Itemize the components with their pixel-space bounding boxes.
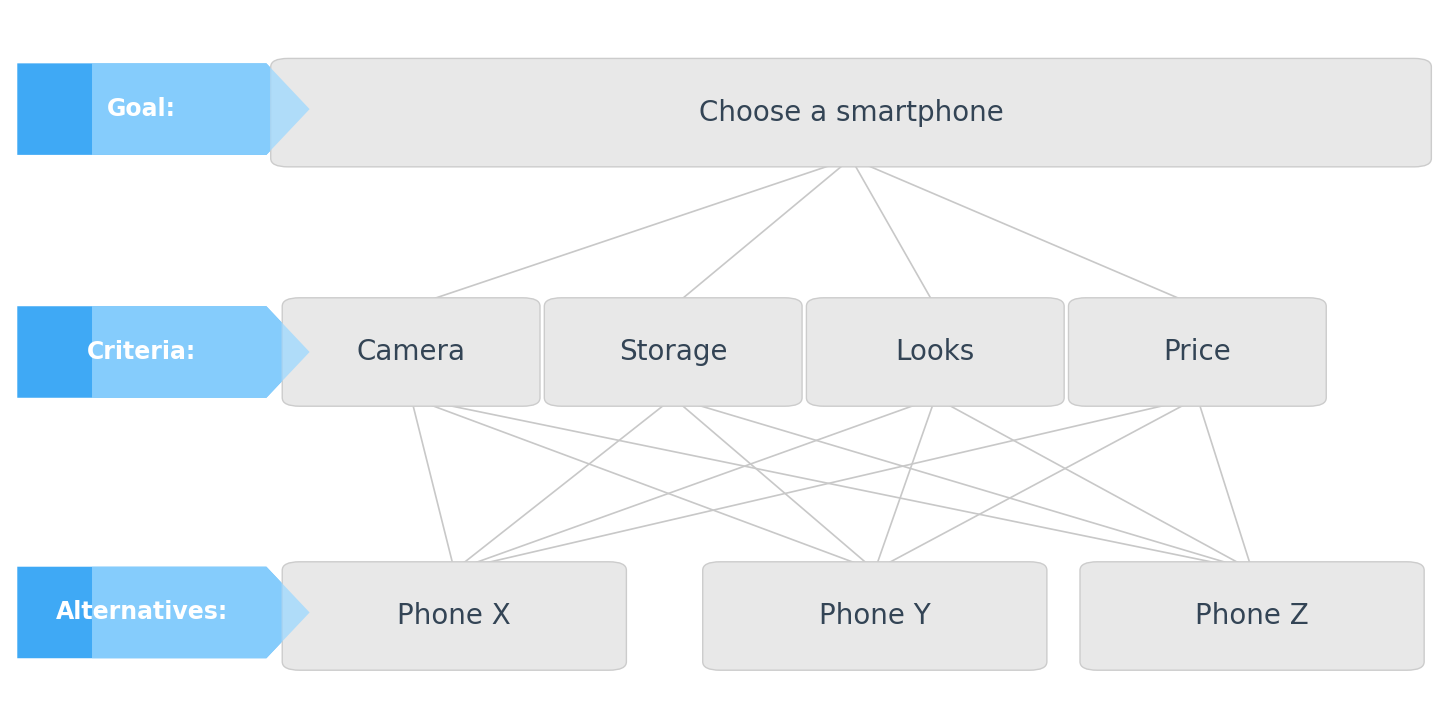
FancyBboxPatch shape [703,562,1047,670]
Text: Criteria:: Criteria: [88,340,196,364]
Polygon shape [92,63,310,155]
Text: Storage: Storage [619,338,727,366]
Polygon shape [92,306,310,398]
Polygon shape [92,567,310,658]
FancyBboxPatch shape [1068,298,1326,406]
Text: Camera: Camera [357,338,465,366]
FancyBboxPatch shape [806,298,1064,406]
FancyBboxPatch shape [282,562,626,670]
Text: Goal:: Goal: [108,97,176,121]
Text: Alternatives:: Alternatives: [56,601,228,624]
FancyBboxPatch shape [1080,562,1424,670]
FancyBboxPatch shape [282,298,540,406]
Text: Phone Z: Phone Z [1195,602,1309,630]
FancyBboxPatch shape [544,298,802,406]
Polygon shape [17,567,310,658]
Text: Looks: Looks [896,338,975,366]
FancyBboxPatch shape [271,58,1431,167]
Text: Phone Y: Phone Y [819,602,930,630]
Text: Phone X: Phone X [397,602,511,630]
Text: Choose a smartphone: Choose a smartphone [698,99,1004,127]
Text: Price: Price [1164,338,1231,366]
Polygon shape [17,63,310,155]
Polygon shape [17,306,310,398]
